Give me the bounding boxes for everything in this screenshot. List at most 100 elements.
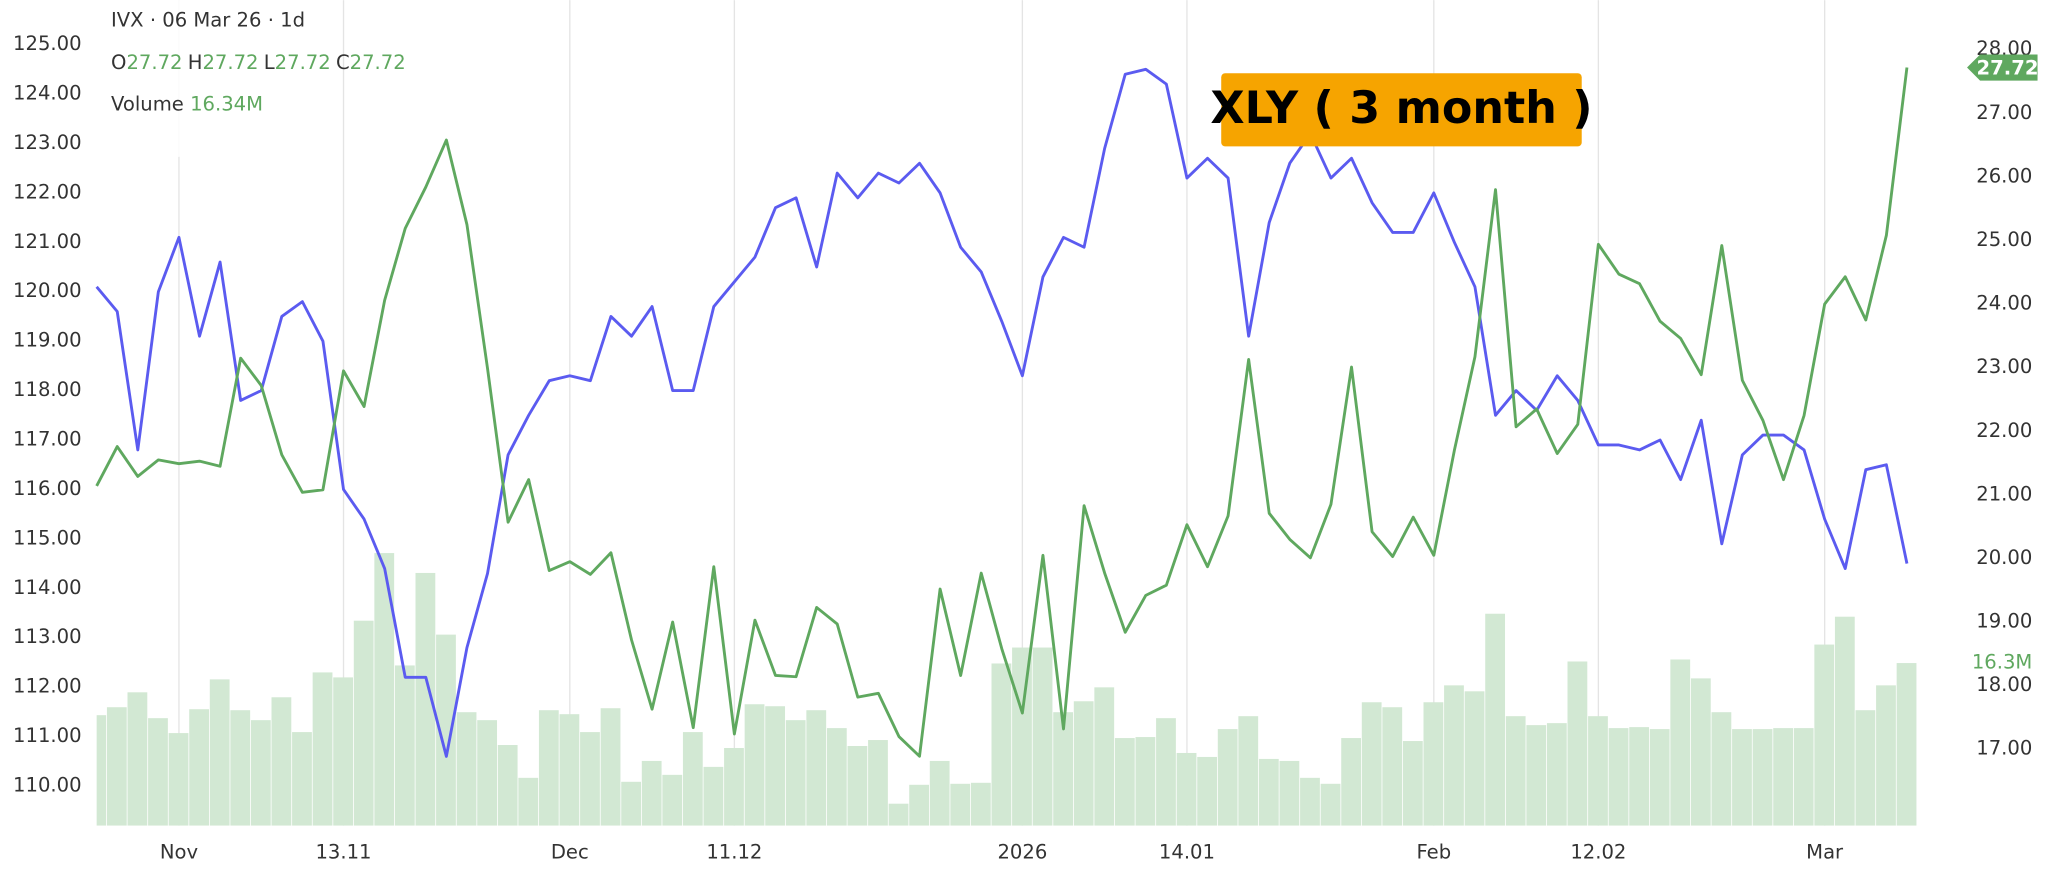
volume-bar	[497, 745, 518, 826]
volume-bar	[1505, 716, 1526, 826]
y-tick-label: 118.00	[13, 378, 82, 401]
ohlc-value: 27.72	[275, 50, 331, 73]
ohlc-key: O	[111, 50, 126, 73]
volume-bar	[1258, 758, 1279, 826]
volume-bar	[1690, 678, 1711, 826]
lines	[95, 67, 1909, 758]
x-tick-label: Nov	[160, 841, 198, 864]
x-tick-label: Feb	[1416, 841, 1451, 864]
volume-bar	[250, 720, 271, 826]
volume-bar	[929, 760, 950, 826]
ohlc-key: H	[188, 50, 203, 73]
volume-bar	[868, 740, 888, 826]
volume-bar	[1670, 659, 1691, 826]
volume-bar	[1629, 727, 1650, 826]
title-box	[1221, 73, 1582, 147]
y2-tick-label: 21.00	[1976, 482, 2032, 505]
volume-bar	[1711, 712, 1732, 826]
volume-bar	[785, 720, 806, 826]
volume-bar	[1814, 644, 1835, 826]
y2-tick-label: 25.00	[1976, 228, 2032, 251]
ohlc-key: L	[264, 50, 275, 73]
volume-bar	[1464, 691, 1485, 826]
volume-bar	[189, 709, 210, 826]
ohlc-value: 27.72	[202, 50, 258, 73]
y2-tick-label: 20.00	[1976, 546, 2032, 569]
x-tick-label: 12.02	[1570, 841, 1626, 864]
volume-label: 16.3M	[1972, 651, 2032, 674]
volume-bar	[312, 672, 333, 826]
y-tick-label: 116.00	[13, 477, 82, 500]
volume-bar	[1156, 718, 1176, 826]
volume-bar	[518, 777, 539, 826]
volume-bar	[1053, 712, 1074, 826]
y-tick-label: 110.00	[13, 774, 82, 797]
volume-bar	[765, 706, 786, 826]
volume-bars	[96, 553, 1917, 826]
header-ohlc: O27.72 H27.72 L27.72 C27.72	[111, 50, 406, 73]
x-tick-label: Mar	[1806, 841, 1844, 864]
volume-value: 16.34M	[190, 92, 263, 115]
volume-bar	[209, 679, 230, 826]
volume-bar	[1238, 716, 1259, 826]
y2-tick-label: 22.00	[1976, 419, 2032, 442]
volume-bar	[1197, 756, 1218, 826]
volume-bar	[682, 732, 703, 826]
volume-bar	[1382, 707, 1403, 826]
x-tick-label: 2026	[997, 841, 1047, 864]
chart-title: XLY ( 3 month )	[1210, 83, 1592, 134]
y2-tick-label: 19.00	[1976, 610, 2032, 633]
volume-bar	[703, 766, 724, 826]
y-tick-label: 122.00	[13, 180, 82, 203]
volume-bar	[1485, 613, 1506, 826]
y-tick-label: 123.00	[13, 131, 82, 154]
volume-bar	[744, 704, 765, 826]
volume-bar	[559, 714, 580, 826]
volume-bar	[1834, 616, 1855, 826]
y2-tick-label: 23.00	[1976, 355, 2032, 378]
volume-bar	[436, 634, 456, 826]
volume-bar	[292, 732, 312, 826]
price-tag	[1967, 54, 2038, 81]
volume-bar	[970, 782, 991, 826]
volume-bar	[1300, 777, 1320, 826]
volume-bar	[1012, 647, 1032, 826]
ohlc-value: 27.72	[126, 50, 182, 73]
y2-tick-label: 24.00	[1976, 292, 2032, 315]
volume-bar	[1649, 729, 1670, 826]
volume-bar	[168, 733, 189, 826]
volume-bar	[1855, 710, 1876, 826]
volume-bar	[580, 732, 600, 826]
y-tick-label: 113.00	[13, 625, 82, 648]
volume-bar	[641, 760, 662, 826]
header-volume: Volume 16.34M	[111, 92, 263, 115]
volume-bar	[600, 708, 621, 826]
volume-bar	[806, 710, 827, 826]
volume-bar	[1114, 738, 1135, 826]
volume-bar	[456, 712, 477, 826]
y-tick-label: 112.00	[13, 675, 82, 698]
volume-bar	[1361, 702, 1382, 826]
volume-bar	[127, 692, 148, 826]
volume-bar	[1032, 647, 1053, 826]
y-tick-label: 119.00	[13, 329, 82, 352]
volume-bar	[1732, 729, 1752, 826]
x-tick-label: 14.01	[1159, 841, 1215, 864]
volume-bar	[826, 728, 847, 826]
y-tick-label: 120.00	[13, 279, 82, 302]
volume-bar	[724, 747, 744, 826]
volume-bar	[394, 665, 415, 826]
volume-bar	[950, 783, 971, 826]
y-tick-label: 121.00	[13, 230, 82, 253]
volume-bar	[333, 677, 354, 826]
volume-bar	[96, 715, 107, 826]
volume-bar	[1094, 687, 1115, 826]
volume-bar	[1608, 728, 1629, 826]
volume-bar	[538, 710, 559, 826]
volume-bar	[477, 720, 498, 826]
series-line	[95, 67, 1909, 758]
header-box	[97, 0, 336, 157]
volume-bar	[1341, 738, 1362, 826]
volume-bar	[1876, 685, 1896, 826]
